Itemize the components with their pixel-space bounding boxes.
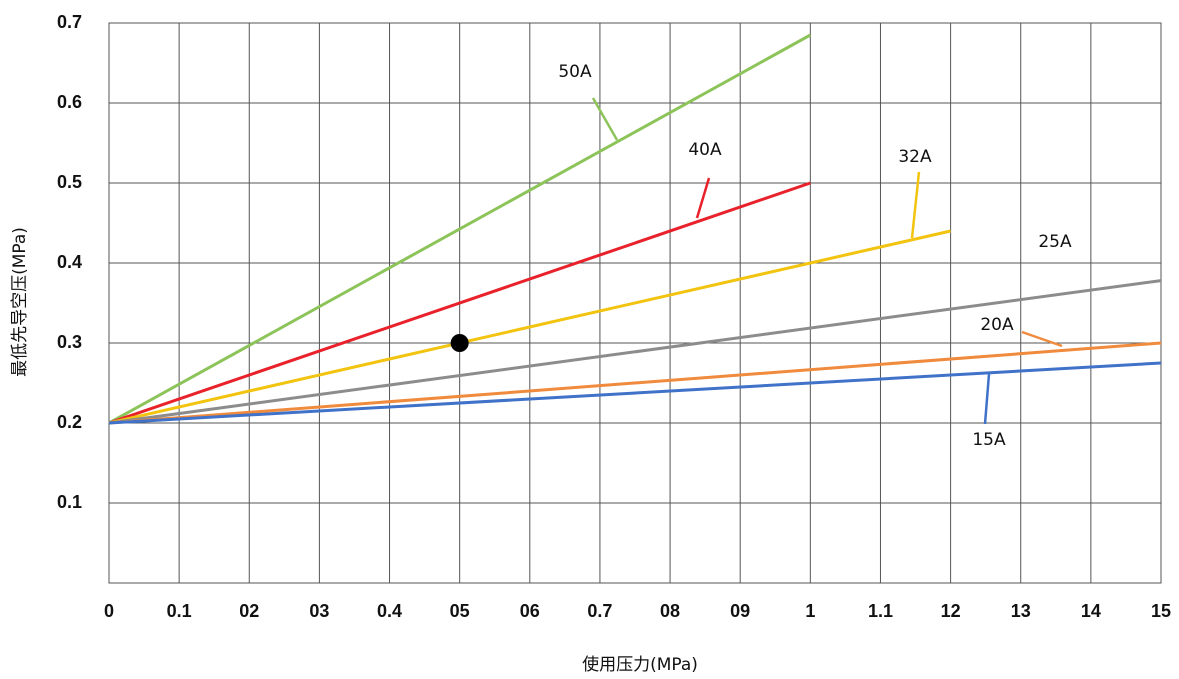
series-line (108, 33, 812, 425)
x-tick-label: 0.4 (377, 601, 402, 621)
y-tick-label: 0.7 (57, 12, 82, 32)
x-tick-label: 09 (730, 601, 750, 621)
y-tick-label: 0.6 (57, 92, 82, 112)
x-tick-label: 0.7 (587, 601, 612, 621)
x-tick-label: 03 (309, 601, 329, 621)
x-tick-label: 05 (450, 601, 470, 621)
y-tick-label: 0.2 (57, 412, 82, 432)
series-label: 32A (898, 147, 932, 167)
series-line (108, 279, 1162, 425)
x-tick-label: 0 (104, 601, 114, 621)
leader-line (1021, 330, 1063, 348)
series-label: 25A (1038, 232, 1072, 252)
y-tick-label: 0.1 (57, 492, 82, 512)
y-tick-label: 0.5 (57, 172, 82, 192)
x-tick-label: 0.1 (167, 601, 192, 621)
x-tick-label: 06 (520, 601, 540, 621)
x-tick-label: 1 (805, 601, 815, 621)
x-tick-label: 08 (660, 601, 680, 621)
x-tick-label: 1.1 (868, 601, 893, 621)
series-line (108, 361, 1162, 425)
series-label: 20A (980, 315, 1014, 335)
x-tick-label: 12 (941, 601, 961, 621)
x-tick-label: 14 (1081, 601, 1101, 621)
plot-border (108, 22, 1162, 584)
leader-line (983, 373, 991, 425)
series-line (108, 341, 1162, 425)
leader-line (591, 97, 619, 141)
y-axis-label: 最低先导空压(MPa) (10, 227, 30, 377)
series-label: 15A (972, 430, 1006, 450)
series-label: 40A (688, 140, 722, 160)
x-tick-label: 15 (1151, 601, 1171, 621)
series-line (108, 181, 811, 425)
x-axis-label: 使用压力(MPa) (582, 654, 698, 675)
leader-line (910, 171, 921, 239)
series-label: 50A (558, 62, 592, 82)
marker-point (450, 334, 469, 352)
y-tick-label: 0.3 (57, 332, 82, 352)
x-tick-label: 02 (239, 601, 259, 621)
series-line (108, 229, 951, 425)
y-tick-label: 0.4 (57, 252, 82, 272)
x-tick-label: 13 (1011, 601, 1031, 621)
leader-line (695, 177, 711, 219)
